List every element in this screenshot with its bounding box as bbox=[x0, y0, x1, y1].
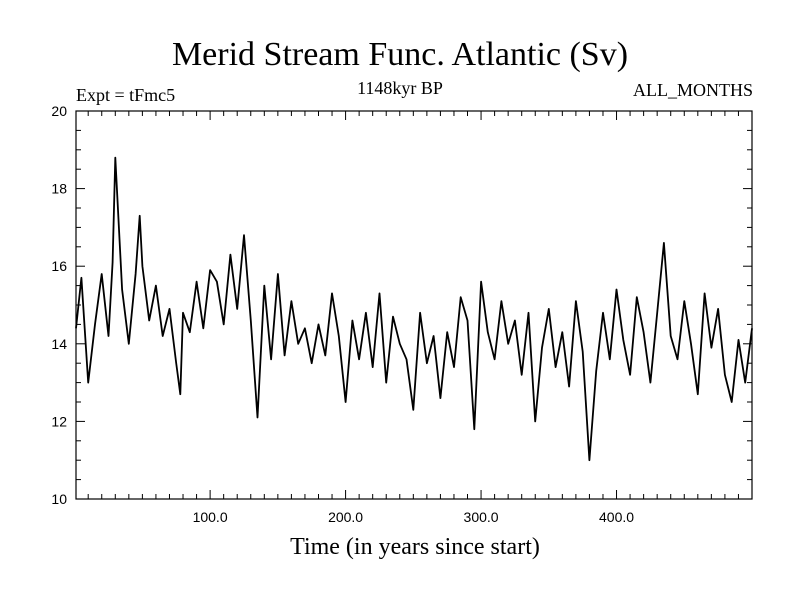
y-tick-label: 12 bbox=[51, 413, 67, 429]
x-axis-label: Time (in years since start) bbox=[290, 534, 540, 560]
y-tick-label: 20 bbox=[51, 103, 67, 119]
experiment-label: Expt = tFmc5 bbox=[76, 85, 176, 105]
months-label: ALL_MONTHS bbox=[633, 80, 753, 100]
x-tick-label: 400.0 bbox=[599, 509, 634, 525]
x-tick-label: 200.0 bbox=[328, 509, 363, 525]
series-line bbox=[75, 156, 753, 462]
y-tick-label: 16 bbox=[51, 258, 67, 274]
plot-frame bbox=[75, 110, 753, 500]
x-tick-label: 300.0 bbox=[464, 509, 499, 525]
chart-subtitle: 1148kyr BP bbox=[357, 78, 443, 98]
chart-title: Merid Stream Func. Atlantic (Sv) bbox=[171, 36, 629, 73]
y-tick-label: 18 bbox=[51, 181, 67, 197]
tick-group: 100.0 200.0 300.0 400.0 10 12 14 16 18 20 bbox=[51, 103, 753, 525]
y-tick-label: 14 bbox=[51, 336, 67, 352]
y-tick-label: 10 bbox=[51, 491, 67, 507]
x-tick-label: 100.0 bbox=[193, 509, 228, 525]
